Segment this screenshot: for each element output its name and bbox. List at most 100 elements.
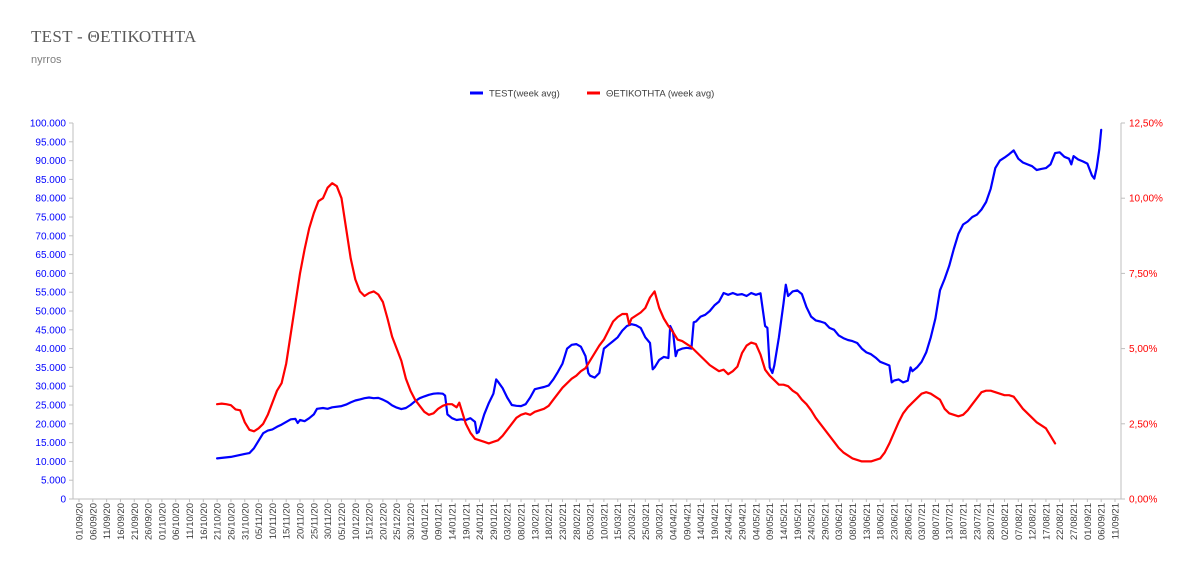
chart-subtitle: nyrros [31, 54, 62, 66]
right-y-axis: 0,00% 2,50% 5,00% 7,50% 10,00% 12,50% [1121, 119, 1163, 506]
x-tick-label: 19/01/21 [461, 503, 472, 540]
x-tick-label: 06/09/20 [88, 503, 99, 540]
x-tick-label: 04/05/21 [751, 503, 762, 540]
left-tick-label: 50.000 [35, 307, 66, 318]
left-tick-label: 70.000 [35, 231, 66, 242]
x-tick-label: 08/06/21 [848, 503, 859, 540]
x-tick-label: 29/04/21 [738, 503, 749, 540]
x-tick-label: 09/04/21 [682, 503, 693, 540]
x-tick-label: 16/10/20 [199, 503, 210, 540]
x-tick-label: 01/09/20 [75, 503, 86, 540]
x-tick-label: 13/02/21 [530, 503, 541, 540]
left-tick-label: 85.000 [35, 175, 66, 186]
left-tick-label: 10.000 [35, 457, 66, 468]
x-tick-label: 15/03/21 [613, 503, 624, 540]
x-tick-label: 20/11/20 [296, 503, 307, 539]
x-tick-label: 08/07/21 [931, 503, 942, 540]
legend-label-test: TEST(week avg) [489, 89, 560, 100]
x-tick-label: 04/01/21 [420, 503, 431, 540]
right-tick-label: 5,00% [1129, 344, 1157, 355]
x-tick-label: 11/09/20 [102, 503, 113, 539]
x-tick-label: 03/02/21 [503, 503, 514, 540]
x-tick-label: 08/02/21 [517, 503, 528, 540]
x-tick-label: 05/03/21 [586, 503, 597, 540]
x-tick-label: 11/09/21 [1111, 503, 1122, 539]
right-tick-label: 12,50% [1129, 119, 1163, 130]
chart-legend: TEST(week avg) ΘΕΤΙΚΟΤΗΤΑ (week avg) [470, 89, 714, 100]
x-tick-label: 29/05/21 [820, 503, 831, 540]
x-tick-label: 01/10/20 [157, 503, 168, 540]
left-tick-label: 20.000 [35, 419, 66, 430]
left-tick-label: 25.000 [35, 401, 66, 412]
x-tick-label: 20/03/21 [627, 503, 638, 540]
x-tick-label: 21/09/20 [130, 503, 141, 540]
x-tick-label: 02/08/21 [1000, 503, 1011, 540]
left-tick-label: 15.000 [35, 438, 66, 449]
test-series-line [216, 128, 1103, 460]
x-tick-label: 05/12/20 [337, 503, 348, 540]
left-tick-label: 40.000 [35, 344, 66, 355]
right-tick-label: 10,00% [1129, 194, 1163, 205]
x-tick-label: 23/06/21 [889, 503, 900, 540]
x-tick-label: 28/02/21 [572, 503, 583, 540]
x-tick-label: 30/12/20 [406, 503, 417, 540]
x-tick-label: 19/05/21 [793, 503, 804, 540]
x-tick-label: 18/07/21 [959, 503, 970, 540]
x-tick-label: 05/11/20 [254, 503, 265, 539]
left-tick-label: 35.000 [35, 363, 66, 374]
x-tick-label: 27/08/21 [1069, 503, 1080, 540]
x-tick-label: 15/12/20 [365, 503, 376, 540]
x-tick-label: 28/06/21 [903, 503, 914, 540]
x-tick-label: 03/06/21 [834, 503, 845, 540]
left-tick-label: 100.000 [30, 119, 67, 130]
left-tick-label: 65.000 [35, 250, 66, 261]
x-tick-label: 04/04/21 [668, 503, 679, 540]
right-tick-label: 0,00% [1129, 495, 1157, 506]
x-tick-label: 20/12/20 [378, 503, 389, 540]
left-y-axis: 0 5.000 10.000 15.000 20.000 25.000 30.000 35.0… [30, 119, 73, 506]
left-tick-label: 45.000 [35, 325, 66, 336]
x-tick-label: 14/05/21 [779, 503, 790, 540]
x-tick-label: 16/09/20 [116, 503, 127, 540]
x-tick-label: 24/05/21 [807, 503, 818, 540]
left-tick-label: 80.000 [35, 194, 66, 205]
x-tick-label: 30/03/21 [655, 503, 666, 540]
left-tick-label: 0 [60, 495, 66, 506]
x-tick-label: 18/06/21 [876, 503, 887, 540]
x-tick-label: 24/04/21 [724, 503, 735, 540]
x-tick-label: 21/10/20 [213, 503, 224, 540]
x-tick-label: 24/01/21 [475, 503, 486, 540]
x-tick-label: 28/07/21 [986, 503, 997, 540]
left-tick-label: 5.000 [41, 476, 66, 487]
x-tick-label: 14/01/21 [447, 503, 458, 540]
x-tick-label: 10/11/20 [268, 503, 279, 539]
x-tick-label: 25/12/20 [392, 503, 403, 540]
x-tick-label: 23/02/21 [558, 503, 569, 540]
x-tick-label: 09/01/21 [434, 503, 445, 540]
x-tick-label: 06/10/20 [171, 503, 182, 540]
x-tick-label: 23/07/21 [972, 503, 983, 540]
x-tick-label: 07/08/21 [1014, 503, 1025, 540]
x-tick-label: 09/05/21 [765, 503, 776, 540]
x-tick-label: 01/09/21 [1083, 503, 1094, 540]
left-tick-label: 55.000 [35, 288, 66, 299]
x-tick-label: 17/08/21 [1041, 503, 1052, 540]
x-tick-label: 06/09/21 [1097, 503, 1108, 540]
right-tick-label: 7,50% [1129, 269, 1157, 280]
right-tick-label: 2,50% [1129, 419, 1157, 430]
x-axis: 01/09/20 06/09/20 11/09/20 16/09/20 21/09/20… [75, 499, 1122, 540]
legend-label-positivity: ΘΕΤΙΚΟΤΗΤΑ (week avg) [606, 89, 714, 100]
series-lines [216, 128, 1103, 463]
x-tick-label: 22/08/21 [1055, 503, 1066, 540]
x-tick-label: 29/01/21 [489, 503, 500, 540]
chart-title: TEST - ΘΕΤΙΚΟΤΗΤΑ [31, 27, 197, 46]
x-tick-label: 03/07/21 [917, 503, 928, 540]
x-tick-label: 30/11/20 [323, 503, 334, 539]
left-tick-label: 95.000 [35, 137, 66, 148]
x-tick-label: 14/04/21 [696, 503, 707, 540]
left-tick-label: 60.000 [35, 269, 66, 280]
x-tick-label: 25/11/20 [309, 503, 320, 539]
left-tick-label: 75.000 [35, 213, 66, 224]
x-tick-label: 13/06/21 [862, 503, 873, 540]
